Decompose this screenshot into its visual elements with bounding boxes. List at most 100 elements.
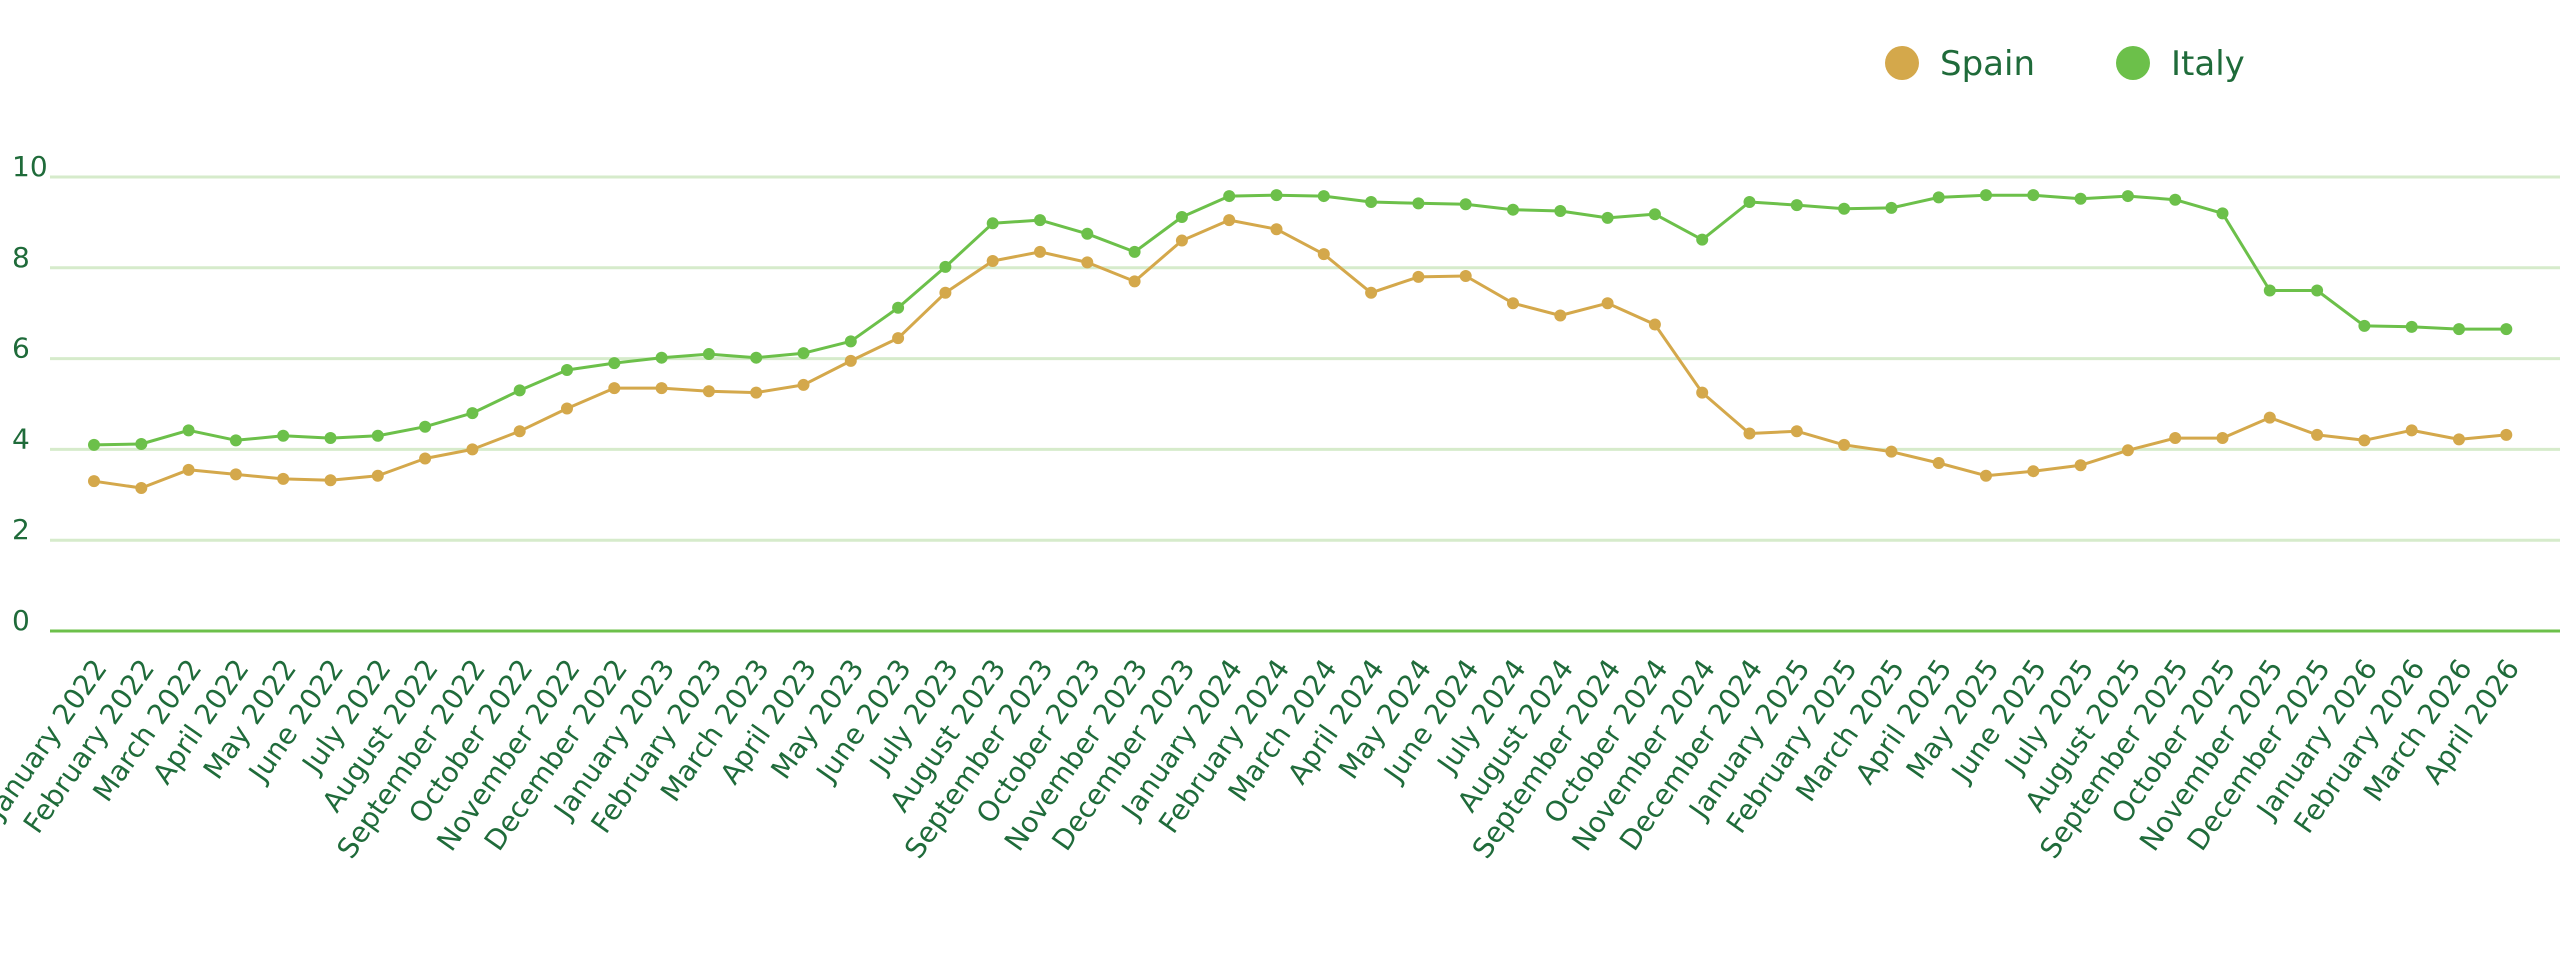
data-point-spain (371, 469, 384, 482)
data-point-spain (229, 468, 242, 481)
data-point-spain (1412, 270, 1425, 283)
data-point-spain (2500, 428, 2513, 441)
data-point-spain (2405, 424, 2418, 437)
y-tick-label: 2 (12, 513, 30, 546)
data-point-italy (2074, 192, 2087, 205)
data-point-italy (797, 347, 810, 360)
data-point-spain (1696, 386, 1709, 399)
data-point-italy (2500, 323, 2513, 336)
legend-marker-spain (1885, 46, 1919, 80)
data-point-spain (1980, 469, 1992, 482)
data-point-italy (1696, 233, 1709, 246)
series-line-spain (93, 218, 2507, 490)
data-point-italy (2405, 320, 2418, 333)
data-point-italy (135, 437, 148, 450)
data-point-spain (1601, 297, 1614, 310)
y-tick-label: 8 (12, 241, 30, 274)
y-tick-label: 6 (12, 332, 30, 365)
data-point-spain (655, 382, 668, 395)
data-point-italy (561, 363, 573, 376)
data-point-spain (1743, 427, 1756, 440)
data-point-italy (939, 260, 952, 273)
series-line-italy (93, 193, 2507, 447)
data-point-spain (608, 382, 621, 395)
data-point-spain (844, 354, 857, 367)
data-point-spain (2074, 459, 2087, 472)
legend-label-italy: Italy (2171, 44, 2245, 84)
data-point-italy (513, 384, 526, 397)
data-point-spain (2169, 432, 2182, 445)
data-point-spain (1034, 245, 1046, 258)
data-point-italy (1365, 195, 1378, 208)
data-point-italy (1648, 208, 1661, 221)
y-axis-ticks: 0 2 4 6 8 10 (12, 150, 48, 637)
data-point-italy (1601, 211, 1614, 224)
data-point-italy (1838, 202, 1851, 215)
data-point-spain (277, 472, 290, 485)
data-point-italy (371, 429, 384, 442)
data-point-italy (1554, 205, 1567, 218)
data-point-spain (1223, 214, 1236, 227)
legend-label-spain: Spain (1940, 44, 2035, 84)
data-point-italy (1412, 197, 1425, 210)
data-point-italy (466, 407, 479, 420)
data-point-spain (750, 386, 763, 399)
data-point-spain (1932, 457, 1945, 470)
data-point-spain (702, 385, 715, 398)
data-point-italy (2027, 189, 2040, 202)
data-point-spain (513, 425, 526, 438)
data-point-italy (1317, 190, 1330, 203)
data-point-spain (2453, 433, 2465, 446)
data-point-spain (1270, 223, 1283, 236)
data-point-italy (88, 438, 100, 451)
data-point-italy (1034, 214, 1046, 227)
y-tick-label: 4 (12, 422, 30, 455)
data-point-spain (1507, 297, 1519, 310)
data-point-italy (229, 434, 242, 447)
data-point-spain (1554, 309, 1567, 322)
data-point-italy (2263, 284, 2276, 297)
data-point-italy (2216, 207, 2229, 220)
data-point-spain (2216, 432, 2229, 445)
data-point-italy (2169, 193, 2182, 206)
data-point-spain (466, 443, 479, 456)
data-point-spain (2311, 428, 2324, 441)
data-point-italy (608, 357, 621, 370)
data-point-italy (655, 351, 668, 364)
data-point-spain (1648, 318, 1661, 331)
data-point-spain (182, 463, 195, 476)
data-point-italy (1175, 210, 1188, 223)
data-point-italy (1081, 227, 1094, 240)
data-point-spain (892, 332, 905, 345)
data-point-spain (797, 378, 810, 391)
data-point-italy (2453, 323, 2465, 336)
data-point-spain (1790, 425, 1803, 438)
data-point-italy (2358, 319, 2371, 332)
data-point-spain (1365, 286, 1378, 299)
series-points (88, 189, 2513, 494)
data-point-italy (1459, 198, 1472, 211)
chart-legend: Spain Italy (1885, 44, 2245, 84)
data-point-spain (1175, 234, 1188, 247)
data-point-italy (1980, 189, 1992, 202)
data-point-italy (277, 429, 290, 442)
data-point-italy (1128, 245, 1141, 258)
data-point-spain (135, 481, 148, 494)
data-point-spain (1317, 248, 1330, 261)
data-point-italy (844, 335, 857, 348)
data-point-italy (986, 217, 999, 230)
series-lines (93, 193, 2507, 490)
data-point-spain (419, 452, 432, 465)
data-point-spain (1081, 256, 1094, 269)
data-point-italy (1743, 195, 1756, 208)
data-point-italy (892, 301, 905, 314)
y-tick-label: 0 (12, 604, 30, 637)
data-point-spain (2263, 411, 2276, 424)
data-point-italy (419, 420, 432, 433)
data-point-spain (939, 286, 952, 299)
legend-marker-italy (2116, 46, 2150, 80)
data-point-italy (1932, 191, 1945, 204)
data-point-spain (986, 254, 999, 267)
data-point-italy (182, 424, 195, 437)
